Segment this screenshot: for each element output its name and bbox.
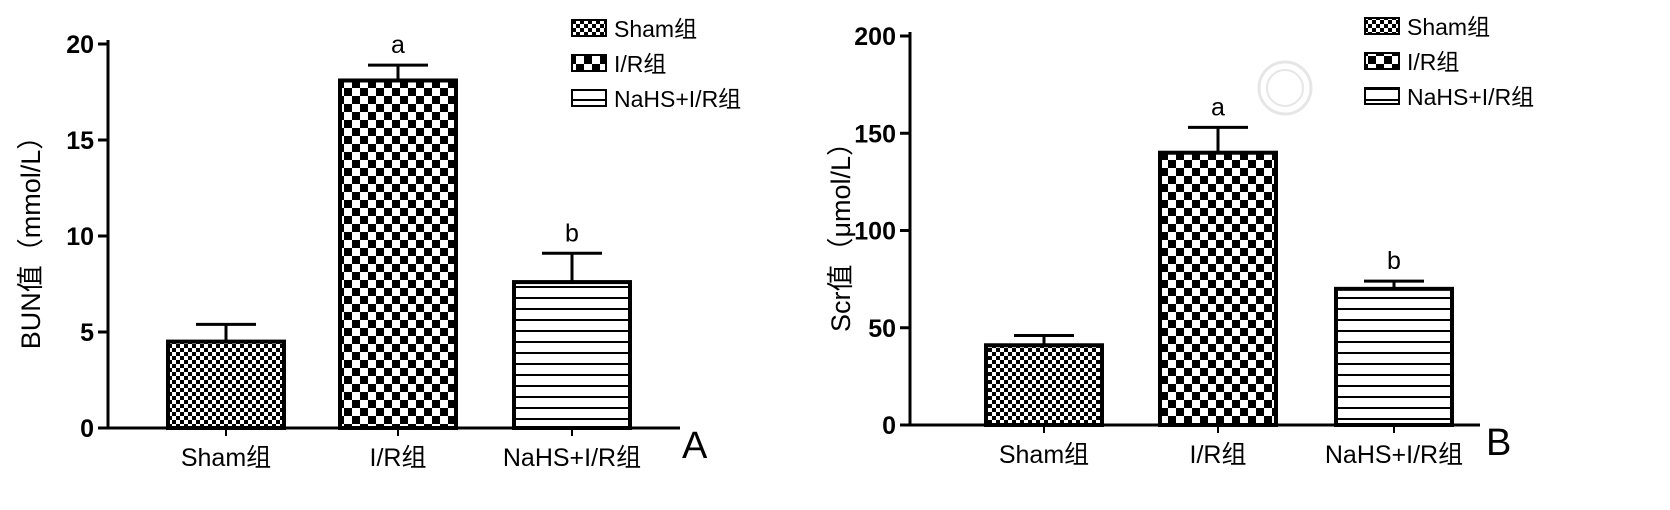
legend-label: NaHS+I/R组 xyxy=(1407,84,1534,110)
legend-swatch xyxy=(571,89,607,107)
category-label: Sham组 xyxy=(999,441,1089,469)
legend-label: I/R组 xyxy=(614,51,666,77)
legend-label: I/R组 xyxy=(1407,49,1459,75)
bar xyxy=(338,78,458,430)
y-axis-title: Scr值（μmol/L） xyxy=(826,129,856,332)
bar xyxy=(512,280,632,430)
y-tick-label: 0 xyxy=(80,415,94,443)
y-tick-label: 10 xyxy=(66,223,94,251)
legend-label: Sham组 xyxy=(614,16,697,42)
category-label: Sham组 xyxy=(181,444,271,472)
y-tick-label: 150 xyxy=(854,120,896,148)
y-tick-label: 50 xyxy=(868,315,896,343)
bar xyxy=(1158,150,1278,427)
y-tick-label: 15 xyxy=(66,127,94,155)
y-tick-label: 0 xyxy=(882,412,896,440)
chart-panel-a: 0 5 10 15 20 BUN值（mmol/L） Sham组 a I/R组 b NaHS+I/R组… xyxy=(16,16,741,472)
legend-swatch xyxy=(1364,87,1400,105)
legend-swatch xyxy=(571,19,607,37)
significance-label: b xyxy=(1387,247,1401,275)
y-tick-label: 100 xyxy=(854,218,896,246)
legend-swatch xyxy=(571,54,607,72)
bar xyxy=(1334,286,1454,427)
legend-label: Sham组 xyxy=(1407,14,1490,40)
significance-label: a xyxy=(391,31,405,59)
legend-swatch xyxy=(1364,17,1400,35)
chart-panel-b: 0 50 100 150 200 Scr值（μmol/L） Sham组 a I/R组 b NaHS+… xyxy=(826,14,1534,469)
panel-label: A xyxy=(682,425,708,467)
y-axis-title: BUN值（mmol/L） xyxy=(16,123,46,350)
legend-label: NaHS+I/R组 xyxy=(614,86,741,112)
bar xyxy=(984,343,1104,428)
significance-label: b xyxy=(565,219,579,247)
y-tick-label: 20 xyxy=(66,31,94,59)
watermark-seal xyxy=(1257,60,1313,116)
category-label: NaHS+I/R组 xyxy=(503,444,641,472)
panel-label: B xyxy=(1486,422,1511,464)
bar xyxy=(166,339,286,431)
category-label: NaHS+I/R组 xyxy=(1325,441,1463,469)
category-label: I/R组 xyxy=(1190,441,1247,469)
y-tick-label: 200 xyxy=(854,23,896,51)
y-tick-label: 5 xyxy=(80,319,94,347)
category-label: I/R组 xyxy=(370,444,427,472)
significance-label: a xyxy=(1211,93,1225,121)
legend-swatch xyxy=(1364,52,1400,70)
